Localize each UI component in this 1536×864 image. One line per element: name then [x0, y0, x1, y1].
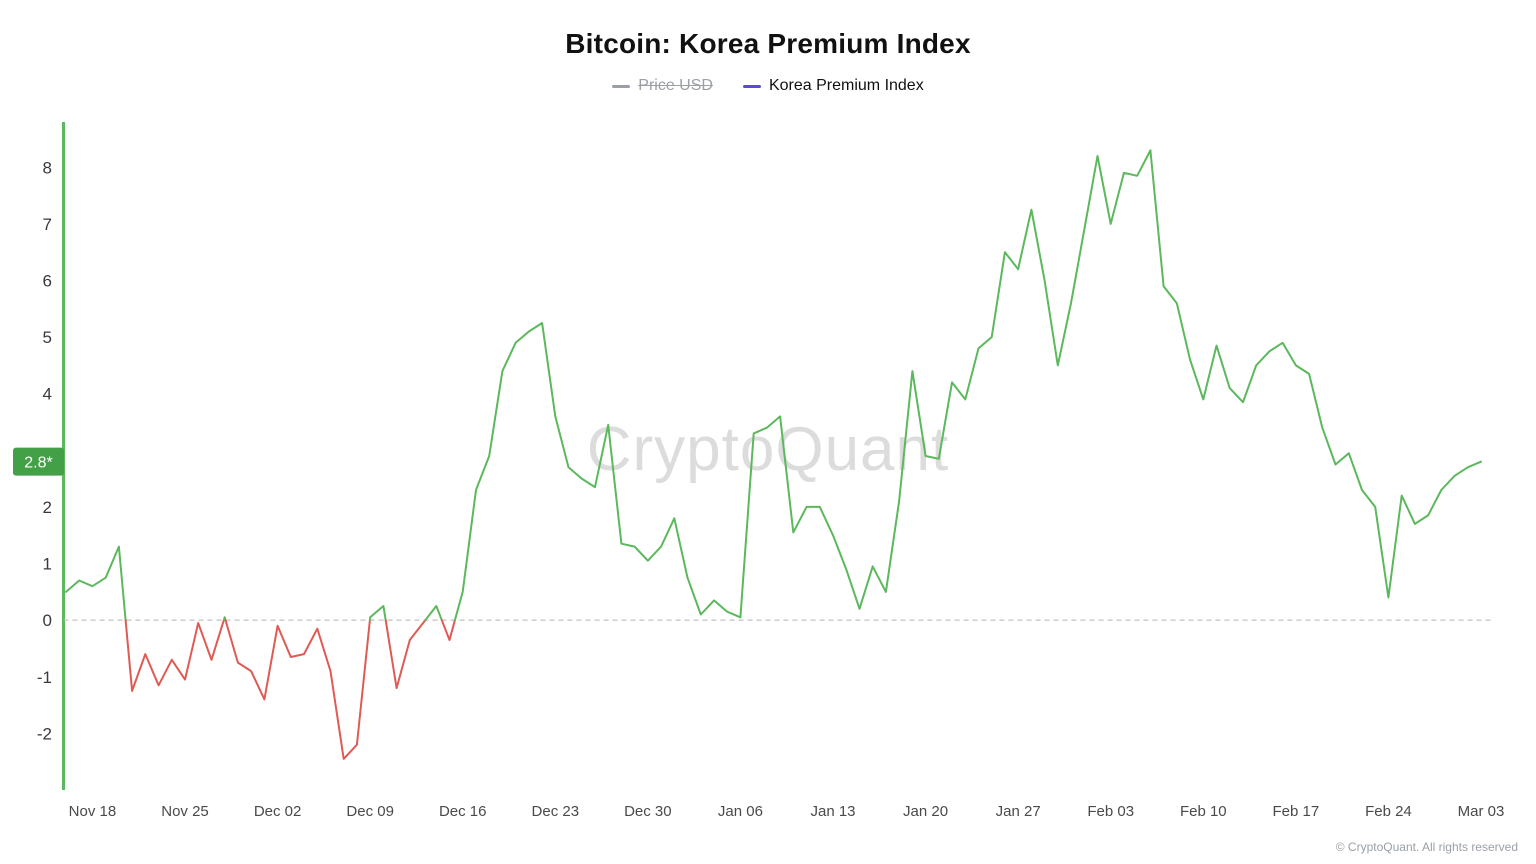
legend-label-korea-premium-index: Korea Premium Index	[768, 77, 924, 94]
premium-line-segment	[222, 616, 227, 622]
premium-line-segment	[124, 619, 225, 692]
y-tick-label: 6	[43, 272, 52, 291]
x-tick-label: Dec 30	[624, 803, 672, 820]
y-tick-label: 7	[43, 215, 52, 234]
y-tick-label: 8	[43, 158, 52, 177]
x-tick-label: Dec 16	[439, 803, 487, 820]
premium-line-segment	[65, 545, 127, 622]
premium-line-segment	[368, 605, 387, 622]
legend-item-korea-premium-index[interactable]: Korea Premium Index	[742, 77, 924, 95]
x-tick-label: Nov 25	[161, 803, 209, 820]
x-tick-label: Dec 23	[532, 803, 580, 820]
price-usd-dash-icon	[612, 84, 631, 88]
current-value-badge-text: 2.8*	[24, 455, 52, 472]
x-tick-label: Feb 17	[1273, 803, 1320, 820]
y-tick-label: 4	[43, 385, 52, 404]
premium-line-segment	[424, 605, 443, 622]
y-tick-label: -1	[37, 668, 52, 687]
y-tick-label: 1	[43, 555, 52, 574]
x-tick-label: Jan 13	[810, 803, 855, 820]
korea-premium-dash-icon	[742, 84, 761, 88]
x-tick-label: Dec 02	[254, 803, 302, 820]
x-tick-label: Nov 18	[69, 803, 117, 820]
premium-line-segment	[440, 619, 456, 641]
chart-title: Bitcoin: Korea Premium Index	[565, 28, 971, 59]
x-tick-label: Feb 24	[1365, 803, 1412, 820]
x-tick-label: Feb 10	[1180, 803, 1227, 820]
legend-item-price-usd[interactable]: Price USD	[612, 77, 713, 95]
y-tick-label: -2	[37, 724, 52, 743]
premium-line-segment	[453, 149, 1482, 622]
y-tick-label: 5	[43, 328, 52, 347]
x-tick-label: Jan 06	[718, 803, 763, 820]
current-value-badge	[13, 447, 64, 476]
copyright-notice: © CryptoQuant. All rights reserved	[1335, 840, 1518, 854]
premium-line-segment	[224, 619, 371, 760]
x-tick-label: Feb 03	[1087, 803, 1134, 820]
x-tick-label: Jan 27	[996, 803, 1041, 820]
premium-line-segment	[384, 619, 427, 690]
x-tick-label: Dec 09	[346, 803, 394, 820]
legend: Price USD Korea Premium Index	[0, 77, 1536, 95]
premium-index-chart[interactable]: 8 7 6 5 4 2 1 0 -1 -2 Nov 18 Nov 25 Dec 02 Dec 09 Dec …	[0, 100, 1536, 840]
y-tick-label: 0	[43, 611, 52, 630]
y-tick-label: 2	[43, 498, 52, 517]
legend-label-price-usd: Price USD	[638, 77, 713, 94]
x-tick-label: Jan 20	[903, 803, 948, 820]
x-tick-label: Mar 03	[1458, 803, 1505, 820]
